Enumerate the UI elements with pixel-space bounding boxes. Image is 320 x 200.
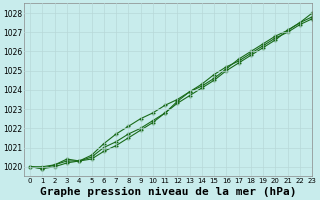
X-axis label: Graphe pression niveau de la mer (hPa): Graphe pression niveau de la mer (hPa)	[40, 186, 296, 197]
